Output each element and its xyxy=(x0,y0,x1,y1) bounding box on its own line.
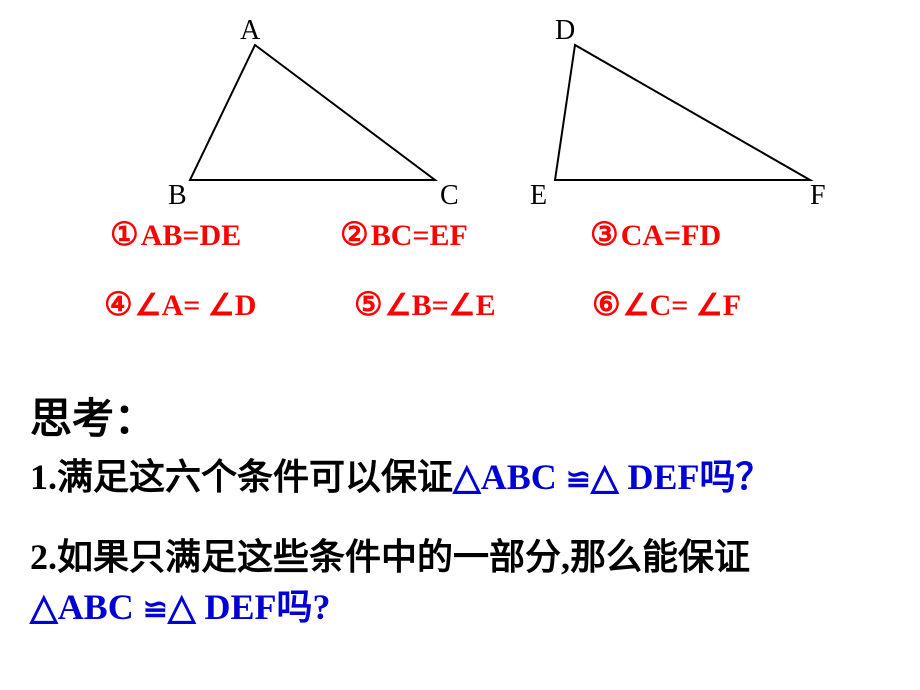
condition-3: ③ CA=FD xyxy=(590,215,721,253)
vertex-f-label: F xyxy=(810,180,826,212)
circled-num-3: ③ xyxy=(590,215,619,253)
condition-3-text: CA=FD xyxy=(621,219,721,253)
condition-2-text: BC=EF xyxy=(371,219,468,253)
question-2: 2.如果只满足这些条件中的一部分,那么能保证 △ABC ≌△ DEF吗? xyxy=(30,532,750,633)
condition-2: ② BC=EF xyxy=(340,215,468,253)
q2-suffix: 吗? xyxy=(277,587,331,627)
vertex-b-label: B xyxy=(168,180,187,212)
vertex-e-label: E xyxy=(530,180,547,212)
condition-6: ⑥ ∠C= ∠F xyxy=(592,285,741,323)
condition-4-text: ∠A= ∠D xyxy=(135,288,257,323)
circled-num-6: ⑥ xyxy=(592,285,621,323)
q1-prefix: 1.满足这六个条件可以保证 xyxy=(30,457,453,497)
vertex-c-label: C xyxy=(440,180,459,212)
q2-line1: 2.如果只满足这些条件中的一部分,那么能保证 xyxy=(30,537,750,577)
circled-num-2: ② xyxy=(340,215,369,253)
condition-5: ⑤ ∠B=∠E xyxy=(354,285,496,323)
q1-suffix: 吗？ xyxy=(700,457,772,497)
circled-num-1: ① xyxy=(110,215,139,253)
condition-4: ④ ∠A= ∠D xyxy=(104,285,256,323)
triangle-def: D E F xyxy=(540,20,820,200)
vertex-d-label: D xyxy=(555,15,575,47)
condition-1: ①AB=DE xyxy=(110,215,241,253)
triangles-diagram: A B C D E F xyxy=(170,20,820,210)
triangle-def-svg xyxy=(540,20,830,200)
condition-5-text: ∠B=∠E xyxy=(385,288,496,323)
triangle-abc-svg xyxy=(170,20,450,200)
q1-formula: △ABC ≌△ DEF xyxy=(453,457,700,497)
q2-formula: △ABC ≌△ DEF xyxy=(30,587,277,627)
circled-num-4: ④ xyxy=(104,285,133,323)
vertex-a-label: A xyxy=(240,15,260,47)
condition-6-text: ∠C= ∠F xyxy=(623,288,741,323)
question-1: 1.满足这六个条件可以保证△ABC ≌△ DEF吗？ xyxy=(30,452,772,502)
think-heading: 思考： xyxy=(30,385,156,446)
condition-1-text: AB=DE xyxy=(141,219,241,253)
triangle-abc: A B C xyxy=(170,20,450,200)
circled-num-5: ⑤ xyxy=(354,285,383,323)
